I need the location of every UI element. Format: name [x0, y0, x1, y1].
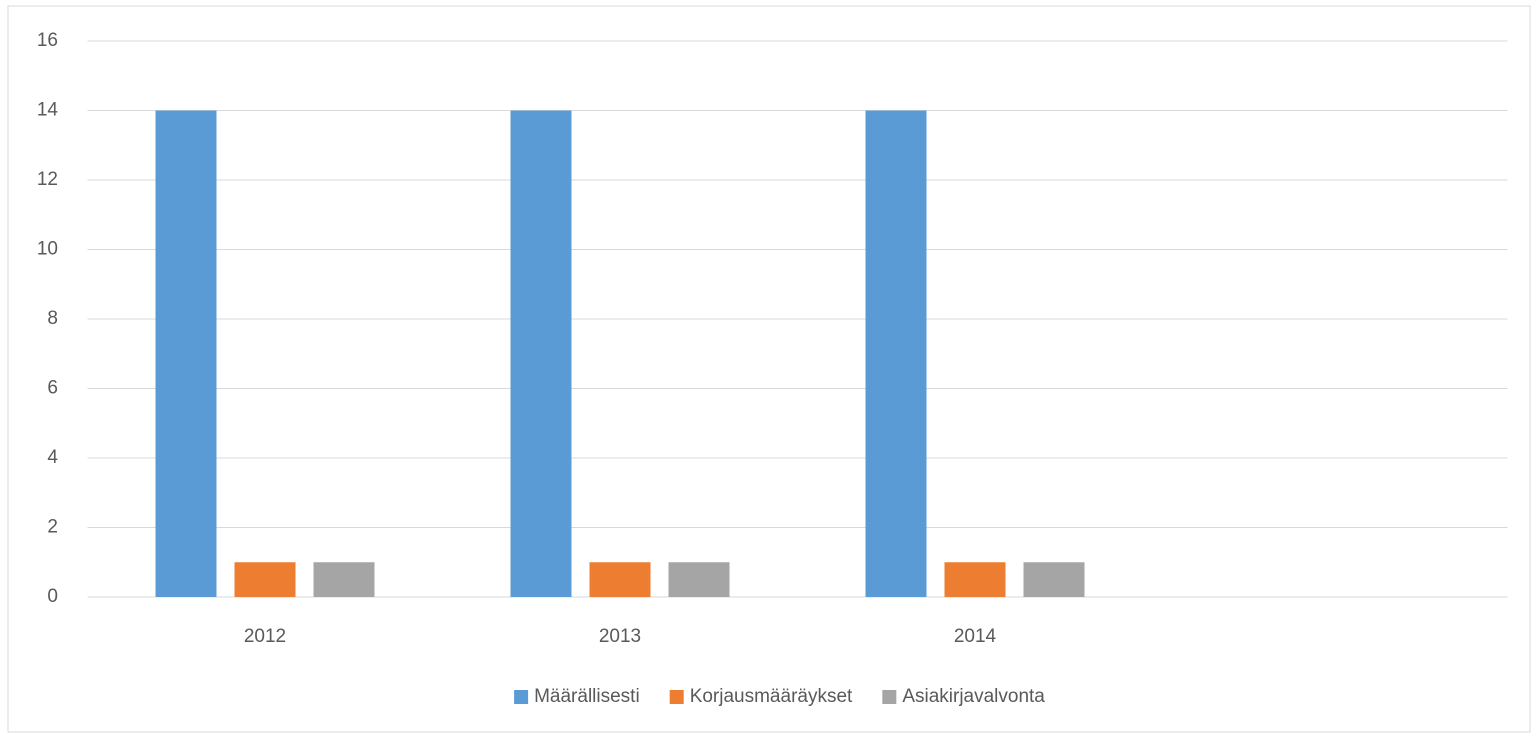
legend-label: Asiakirjavalvonta	[902, 686, 1045, 707]
bar	[944, 562, 1006, 597]
y-tick-label: 12	[37, 169, 58, 190]
bar	[234, 562, 296, 597]
bar	[589, 562, 651, 597]
bar	[155, 110, 217, 597]
bar	[510, 110, 572, 597]
y-tick-label: 10	[37, 239, 58, 260]
y-tick-label: 14	[37, 100, 59, 121]
y-tick-label: 0	[47, 586, 58, 607]
legend-swatch	[514, 690, 529, 704]
legend-swatch	[669, 690, 684, 704]
legend-label: Määrällisesti	[534, 686, 640, 707]
y-tick-label: 2	[47, 517, 58, 538]
y-tick-label: 16	[37, 30, 58, 51]
bar	[865, 110, 927, 597]
chart-border	[7, 5, 1531, 733]
bar	[668, 562, 730, 597]
x-tick-label: 2013	[599, 626, 641, 647]
x-tick-label: 2012	[244, 626, 286, 647]
bar	[313, 562, 375, 597]
legend-label: Korjausmääräykset	[690, 686, 853, 707]
legend-swatch	[882, 690, 897, 704]
x-tick-label: 2014	[954, 626, 997, 647]
y-tick-label: 4	[47, 447, 58, 468]
bar	[1023, 562, 1085, 597]
y-tick-label: 8	[47, 308, 58, 329]
y-tick-label: 6	[47, 378, 58, 399]
